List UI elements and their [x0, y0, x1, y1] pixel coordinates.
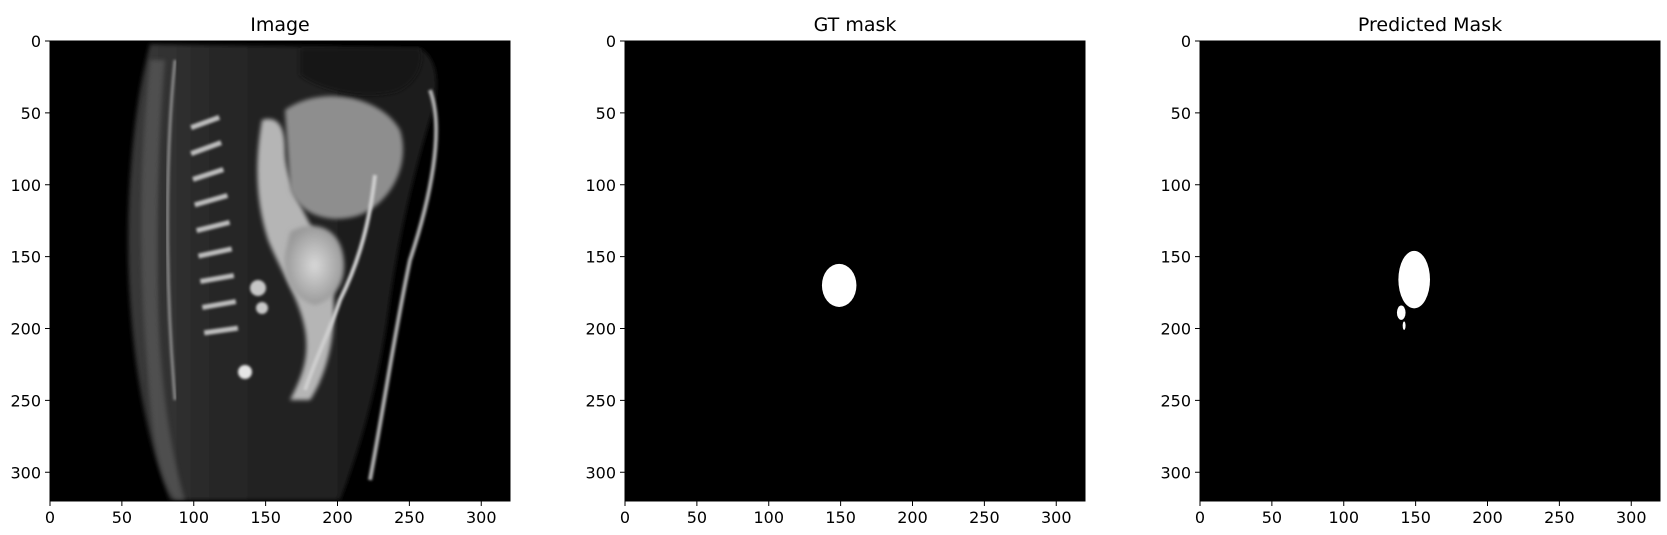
- x-axis: 0 50 100 150 200 250 300: [1195, 501, 1647, 527]
- y-tick-label: 0: [606, 32, 616, 51]
- y-tick-label: 300: [585, 463, 616, 482]
- y-tick-label: 300: [10, 463, 41, 482]
- y-axis: 0 50 100 150 200 250 300: [10, 32, 50, 482]
- panel-title: Predicted Mask: [1358, 14, 1502, 36]
- x-tick-label: 50: [687, 508, 707, 527]
- y-tick-label: 150: [10, 248, 41, 267]
- panel-image: Image 0 50 100 150 200 250 300 0 50 100 150 200 250…: [10, 14, 510, 527]
- y-tick-label: 200: [585, 320, 616, 339]
- mask-regions: [822, 264, 857, 307]
- mask-region: [822, 264, 857, 307]
- y-tick-label: 250: [585, 391, 616, 410]
- x-tick-label: 200: [897, 508, 928, 527]
- x-tick-label: 250: [1544, 508, 1575, 527]
- x-tick-label: 250: [969, 508, 1000, 527]
- mask-area: [625, 41, 1085, 501]
- x-tick-label: 0: [45, 508, 55, 527]
- panel-predicted-mask: Predicted Mask 0 50 100 150 200 250 300 0 50 100…: [1160, 14, 1660, 527]
- y-tick-label: 200: [10, 320, 41, 339]
- y-tick-label: 200: [1160, 320, 1191, 339]
- panel-title: Image: [250, 14, 310, 36]
- y-tick-label: 100: [585, 176, 616, 195]
- x-tick-label: 100: [753, 508, 784, 527]
- x-tick-label: 250: [394, 508, 425, 527]
- y-tick-label: 250: [1160, 391, 1191, 410]
- x-tick-label: 200: [1472, 508, 1503, 527]
- x-tick-label: 150: [1400, 508, 1431, 527]
- x-tick-label: 0: [1195, 508, 1205, 527]
- y-axis: 0 50 100 150 200 250 300: [585, 32, 625, 482]
- mask-area: [1200, 41, 1660, 501]
- y-tick-label: 0: [1181, 32, 1191, 51]
- y-tick-label: 150: [585, 248, 616, 267]
- x-tick-label: 50: [1262, 508, 1282, 527]
- y-tick-label: 100: [10, 176, 41, 195]
- x-tick-label: 100: [178, 508, 209, 527]
- x-tick-label: 0: [620, 508, 630, 527]
- x-tick-label: 150: [825, 508, 856, 527]
- x-tick-label: 300: [1616, 508, 1647, 527]
- mask-region: [1398, 251, 1430, 309]
- y-tick-label: 250: [10, 391, 41, 410]
- x-tick-label: 150: [250, 508, 281, 527]
- y-tick-label: 150: [1160, 248, 1191, 267]
- mask-region: [1403, 321, 1406, 330]
- x-tick-label: 50: [112, 508, 132, 527]
- y-axis: 0 50 100 150 200 250 300: [1160, 32, 1200, 482]
- x-tick-label: 300: [1041, 508, 1072, 527]
- y-tick-label: 50: [21, 104, 41, 123]
- y-tick-label: 0: [31, 32, 41, 51]
- x-axis: 0 50 100 150 200 250 300: [620, 501, 1072, 527]
- panel-title: GT mask: [814, 14, 897, 36]
- x-tick-label: 200: [322, 508, 353, 527]
- y-tick-label: 50: [1171, 104, 1191, 123]
- y-tick-label: 300: [1160, 463, 1191, 482]
- x-axis: 0 50 100 150 200 250 300: [45, 501, 497, 527]
- x-tick-label: 300: [466, 508, 497, 527]
- x-tick-label: 100: [1328, 508, 1359, 527]
- y-tick-label: 100: [1160, 176, 1191, 195]
- y-tick-label: 50: [596, 104, 616, 123]
- panel-gt-mask: GT mask 0 50 100 150 200 250 300 0 50 100 150 200 2…: [585, 14, 1085, 527]
- mask-region: [1397, 306, 1406, 320]
